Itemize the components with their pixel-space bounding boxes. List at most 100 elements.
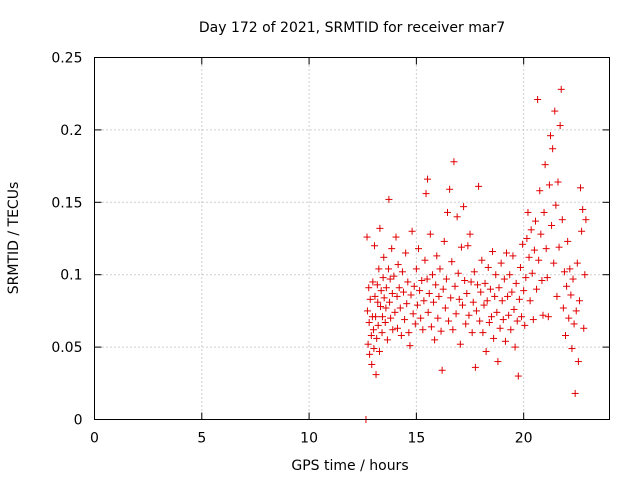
data-point [538,276,546,284]
data-point [485,318,493,326]
data-point [518,313,526,321]
data-point [496,324,504,332]
data-point [470,268,478,276]
data-point [537,230,545,238]
data-point [478,256,486,264]
data-point [380,294,388,302]
data-point [378,329,386,337]
data-point [380,253,388,261]
data-point [514,372,522,380]
data-point [461,276,469,284]
data-point [553,292,561,300]
data-point [453,213,461,221]
data-point [524,208,532,216]
data-point [369,278,377,286]
data-point [442,275,450,283]
data-point [391,308,399,316]
data-point [436,265,444,273]
data-point [508,288,516,296]
data-point [497,259,505,267]
data-point [474,281,482,289]
data-point [533,285,541,293]
data-point [563,282,571,290]
data-point [428,271,436,279]
data-point [443,208,451,216]
data-point [535,256,543,264]
data-point [377,287,385,295]
x-tick-label: 15 [407,431,425,447]
data-point [375,347,383,355]
data-point [512,279,520,287]
data-point [406,342,414,350]
data-point [565,314,573,322]
data-point [507,326,515,334]
data-point [466,230,474,238]
data-point [530,246,538,254]
data-point [370,345,378,353]
data-point [521,321,529,329]
data-point [437,327,445,335]
data-point [388,245,396,253]
data-point [522,274,530,282]
data-point [431,336,439,344]
data-point [386,275,394,283]
data-point [447,294,455,302]
data-point [575,297,583,305]
data-point [534,95,542,103]
data-point [450,158,458,166]
data-points [362,85,590,423]
data-point [460,203,468,211]
data-point [451,282,459,290]
data-point [556,122,564,130]
y-tick-label: 0.15 [51,195,82,211]
data-point [440,237,448,245]
data-point [519,240,527,248]
data-point [368,360,376,368]
data-point [374,321,382,329]
data-point [393,324,401,332]
data-point [394,261,402,269]
y-tick-label: 0.05 [51,340,82,356]
data-point [494,358,502,366]
data-point [509,252,517,260]
data-point [468,329,476,337]
data-point [457,243,465,251]
data-point [367,332,375,340]
data-point [382,284,390,292]
data-point [409,310,417,318]
y-tick-label: 0 [74,413,83,429]
data-point [570,320,578,328]
grid-lines [94,57,610,420]
data-point [421,256,429,264]
data-point [499,316,507,324]
data-point [548,221,556,229]
data-point [462,320,470,328]
data-point [552,201,560,209]
data-point [396,304,404,312]
data-point [582,216,590,224]
data-point [449,326,457,334]
data-point [366,350,374,358]
data-point [400,288,407,296]
data-point [464,242,472,250]
data-point [415,245,423,253]
data-point [487,313,495,321]
data-point [490,334,498,342]
data-point [408,227,416,235]
data-point [573,259,581,267]
data-point [388,290,396,298]
data-point [543,274,551,282]
data-point [439,285,447,293]
data-point [438,366,446,374]
data-point [377,303,385,311]
data-point [539,311,547,319]
x-tick-label: 0 [90,431,99,447]
data-point [503,249,510,257]
data-point [401,316,409,324]
data-point [520,287,528,295]
data-point [469,298,477,306]
data-point [427,323,435,331]
data-point [481,279,489,287]
data-point [418,276,426,284]
